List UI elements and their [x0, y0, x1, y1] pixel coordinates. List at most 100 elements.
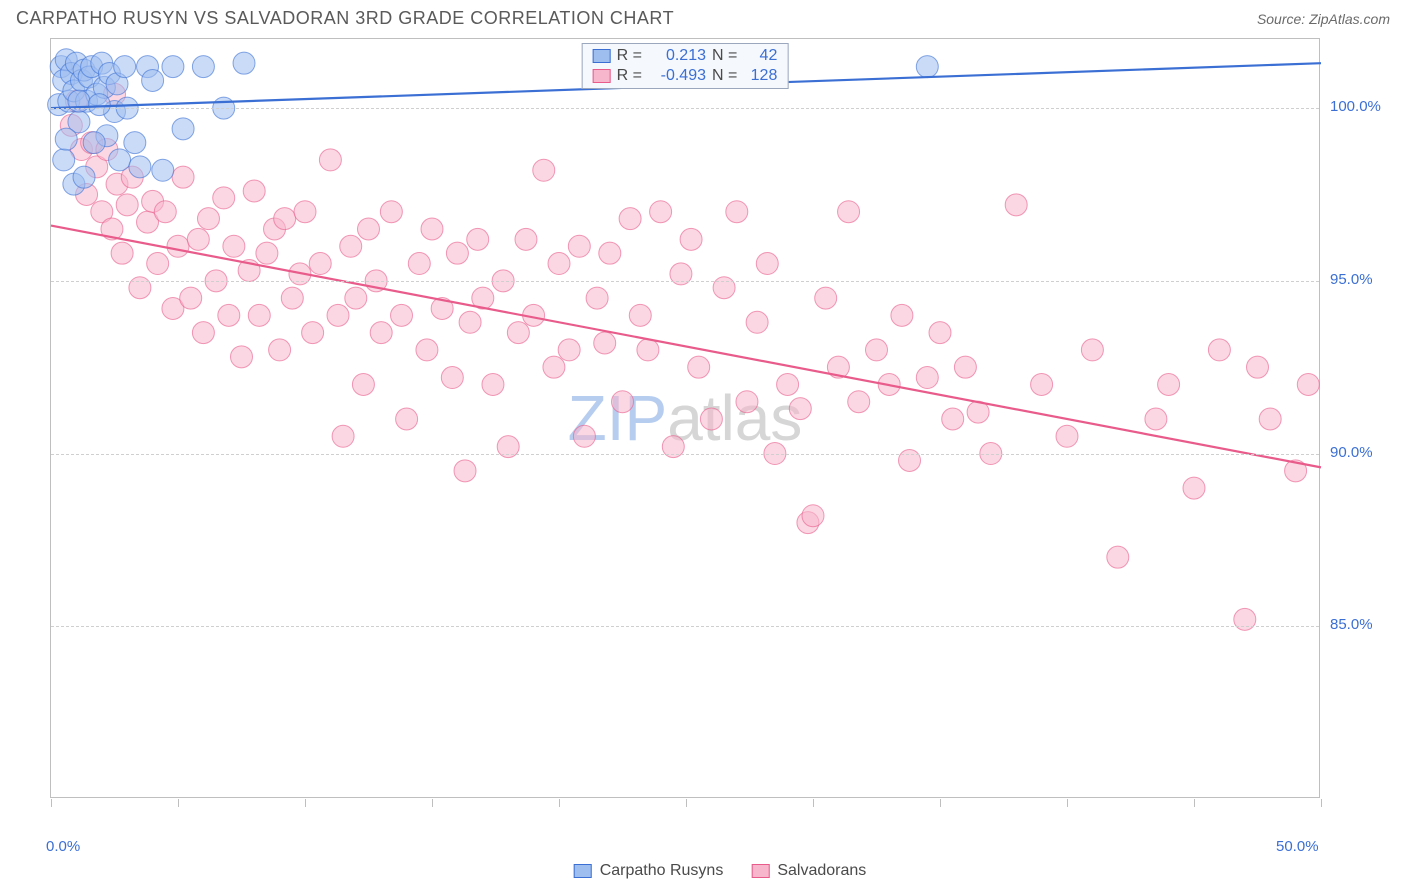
scatter-point	[391, 304, 413, 326]
legend-swatch	[593, 49, 611, 63]
scatter-point	[358, 218, 380, 240]
scatter-point	[380, 201, 402, 223]
scatter-point	[396, 408, 418, 430]
scatter-point	[152, 159, 174, 181]
scatter-point	[1031, 373, 1053, 395]
scatter-point	[1005, 194, 1027, 216]
scatter-point	[352, 373, 374, 395]
scatter-point	[543, 356, 565, 378]
r-label: R =	[617, 47, 642, 65]
scatter-point	[111, 242, 133, 264]
scatter-point	[612, 391, 634, 413]
scatter-point	[114, 56, 136, 78]
gridline	[51, 454, 1319, 455]
scatter-point	[594, 332, 616, 354]
scatter-point	[789, 398, 811, 420]
scatter-point	[192, 56, 214, 78]
scatter-point	[172, 166, 194, 188]
scatter-point	[929, 322, 951, 344]
scatter-point	[147, 253, 169, 275]
r-label: R =	[617, 67, 642, 85]
legend-swatch	[751, 864, 769, 878]
chart-area: 3rd Grade ZIPatlas R =0.213N =42R =-0.49…	[50, 38, 1390, 828]
y-tick-label: 85.0%	[1330, 616, 1373, 633]
scatter-point	[332, 425, 354, 447]
scatter-point	[218, 304, 240, 326]
gridline	[51, 108, 1319, 109]
scatter-point	[942, 408, 964, 430]
legend-series-label: Salvadorans	[777, 862, 866, 880]
scatter-point	[756, 253, 778, 275]
scatter-point	[180, 287, 202, 309]
scatter-point	[866, 339, 888, 361]
scatter-point	[192, 322, 214, 344]
scatter-point	[197, 208, 219, 230]
scatter-point	[223, 235, 245, 257]
scatter-point	[916, 56, 938, 78]
y-tick-label: 90.0%	[1330, 444, 1373, 461]
y-tick-label: 100.0%	[1330, 98, 1381, 115]
scatter-point	[650, 201, 672, 223]
gridline	[51, 281, 1319, 282]
scatter-point	[370, 322, 392, 344]
scatter-point	[88, 94, 110, 116]
scatter-point	[838, 201, 860, 223]
scatter-point	[1259, 408, 1281, 430]
scatter-point	[408, 253, 430, 275]
scatter-point	[482, 373, 504, 395]
x-tick	[178, 799, 179, 807]
header: CARPATHO RUSYN VS SALVADORAN 3RD GRADE C…	[0, 0, 1406, 33]
scatter-point	[954, 356, 976, 378]
r-value: -0.493	[648, 67, 706, 85]
source-credit: Source: ZipAtlas.com	[1257, 11, 1390, 27]
scatter-point	[916, 367, 938, 389]
scatter-point	[309, 253, 331, 275]
source-label: Source:	[1257, 11, 1305, 27]
x-tick	[305, 799, 306, 807]
scatter-point	[533, 159, 555, 181]
scatter-point	[83, 132, 105, 154]
scatter-point	[619, 208, 641, 230]
scatter-point	[700, 408, 722, 430]
legend-series-label: Carpatho Rusyns	[600, 862, 724, 880]
scatter-point	[248, 304, 270, 326]
scatter-point	[1056, 425, 1078, 447]
legend-swatch	[574, 864, 592, 878]
x-tick	[686, 799, 687, 807]
legend-series-item: Salvadorans	[751, 862, 866, 880]
r-value: 0.213	[648, 47, 706, 65]
scatter-point	[274, 208, 296, 230]
scatter-point	[294, 201, 316, 223]
scatter-point	[269, 339, 291, 361]
scatter-point	[73, 166, 95, 188]
scatter-point	[53, 149, 75, 171]
scatter-point	[573, 425, 595, 447]
scatter-point	[515, 228, 537, 250]
scatter-point	[213, 187, 235, 209]
x-tick	[813, 799, 814, 807]
n-label: N =	[712, 67, 737, 85]
scatter-point	[802, 505, 824, 527]
legend-series-item: Carpatho Rusyns	[574, 862, 724, 880]
scatter-point	[187, 228, 209, 250]
scatter-point	[340, 235, 362, 257]
scatter-point	[256, 242, 278, 264]
scatter-point	[736, 391, 758, 413]
scatter-point	[416, 339, 438, 361]
y-tick-label: 95.0%	[1330, 271, 1373, 288]
source-name: ZipAtlas.com	[1309, 11, 1390, 27]
legend-series: Carpatho Rusyns Salvadorans	[574, 862, 867, 880]
scatter-point	[629, 304, 651, 326]
scatter-point	[302, 322, 324, 344]
n-value: 128	[743, 67, 777, 85]
scatter-point	[1107, 546, 1129, 568]
scatter-point	[162, 56, 184, 78]
scatter-point	[446, 242, 468, 264]
scatter-point	[891, 304, 913, 326]
scatter-point	[116, 194, 138, 216]
x-tick	[559, 799, 560, 807]
scatter-point	[815, 287, 837, 309]
scatter-point	[1158, 373, 1180, 395]
scatter-point	[586, 287, 608, 309]
plot-region: ZIPatlas R =0.213N =42R =-0.493N =128	[50, 38, 1320, 798]
